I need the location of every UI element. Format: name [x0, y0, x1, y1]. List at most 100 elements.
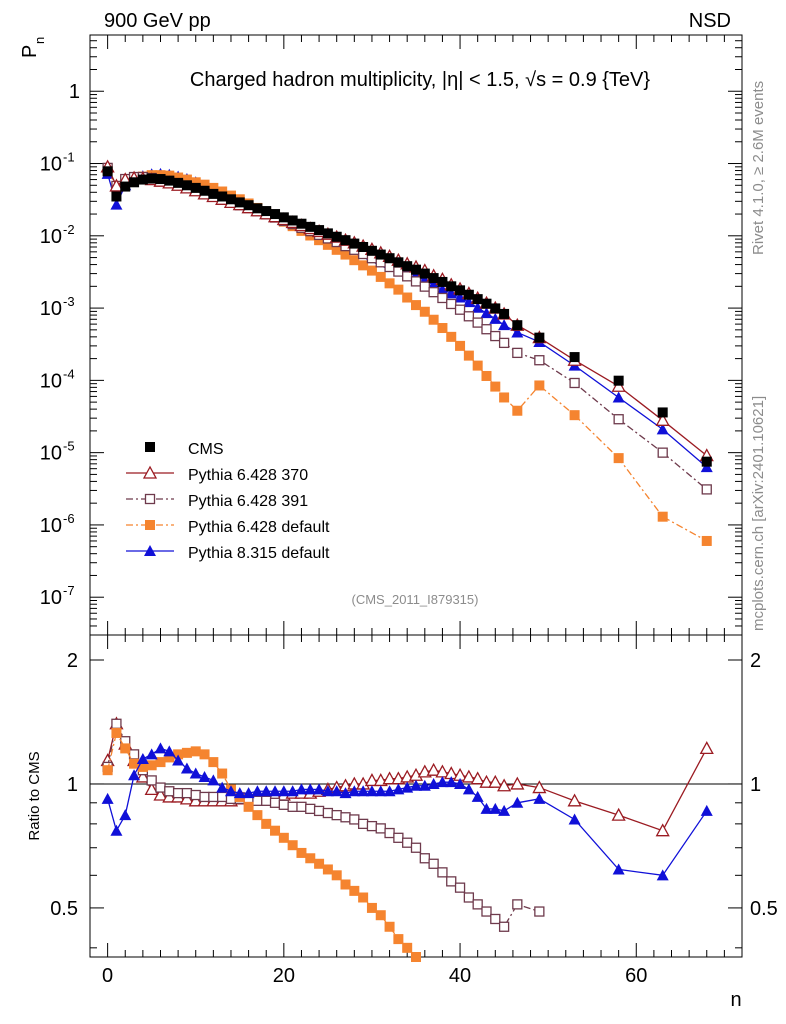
ratio-point [172, 787, 184, 799]
legend-marker [144, 493, 156, 505]
ratio-point [445, 776, 458, 788]
ratio-tick-label-left: 0.5 [50, 898, 78, 920]
legend: CMS Pythia 6.428 370 Pythia 6.428 391 Pythi… [126, 441, 330, 562]
data-point [358, 242, 369, 253]
data-point [428, 314, 439, 325]
data-point [701, 456, 712, 467]
data-point [375, 271, 386, 282]
data-point [411, 300, 421, 311]
ratio-point [190, 746, 201, 757]
ratio-point [511, 796, 524, 808]
ratio-point [366, 902, 377, 913]
ratio-point [155, 782, 166, 793]
ratio-point [110, 824, 123, 836]
ratio-point [418, 779, 431, 791]
ratio-point [101, 792, 114, 804]
ratio-point [471, 790, 484, 802]
ratio-point [190, 789, 201, 801]
ratio-point [426, 762, 441, 776]
data-point [445, 287, 458, 299]
ratio-point [384, 921, 395, 932]
side-text-bottom: mcplots.cern.ch [arXiv:2401.10621] [750, 396, 767, 631]
ratio-pythia-8-315-default [101, 742, 713, 881]
legend-marker [142, 465, 158, 479]
ratio-point [463, 892, 475, 903]
legend-label: Pythia 6.428 391 [188, 493, 308, 510]
data-point [446, 331, 457, 342]
ratio-point [498, 921, 510, 932]
data-point [181, 180, 192, 191]
ratio-point [568, 813, 581, 825]
ratio-axes: 0 20 40 60 0.5 0.5 1 1 2 2 [50, 635, 778, 987]
data-point [657, 407, 668, 418]
ratio-point [383, 785, 396, 797]
ratio-point [295, 783, 308, 795]
ratio-point [655, 823, 670, 837]
ratio-point [207, 774, 220, 786]
data-point [340, 249, 351, 260]
y-tick-label: 10 [40, 154, 62, 176]
ratio-point [402, 837, 413, 848]
ratio-point [199, 749, 210, 760]
data-point [110, 198, 123, 210]
data-point [164, 175, 175, 186]
data-point [402, 292, 413, 303]
ratio-point [261, 795, 272, 806]
ratio-point [340, 879, 351, 890]
data-point [278, 212, 289, 223]
data-point [428, 287, 439, 298]
y-tick-label: 10 [40, 298, 62, 320]
ratio-point [393, 832, 404, 843]
data-point [471, 301, 484, 313]
data-point [490, 303, 501, 314]
data-point [287, 215, 298, 226]
ratio-point [340, 812, 351, 823]
ratio-panel: 0 20 40 60 0.5 0.5 1 1 2 2 [50, 634, 778, 987]
ratio-point [111, 718, 122, 729]
data-point [314, 225, 325, 236]
ratio-point [472, 899, 483, 910]
ratio-point [428, 858, 439, 869]
ratio-point [410, 779, 422, 791]
data-point [657, 447, 668, 458]
data-point [490, 381, 501, 392]
data-point [331, 231, 342, 242]
data-point [296, 218, 307, 229]
data-point [481, 324, 492, 335]
ratio-point [287, 801, 298, 812]
data-point [217, 191, 228, 202]
legend-label: Pythia 6.428 default [188, 519, 330, 536]
data-point [512, 405, 523, 416]
ratio-point [313, 805, 325, 817]
data-point [181, 174, 192, 185]
y-axis-title-main: P [19, 45, 41, 58]
data-point [129, 177, 140, 188]
data-point [446, 281, 457, 292]
ratio-point [401, 781, 414, 793]
ratio-point [365, 785, 378, 797]
data-point [613, 375, 624, 386]
data-point [208, 182, 219, 193]
ratio-point [533, 792, 546, 804]
ratio-point [375, 910, 386, 921]
data-point [611, 378, 626, 392]
ratio-point [128, 769, 141, 781]
data-point [472, 294, 483, 305]
data-point [455, 285, 466, 296]
ratio-point [146, 760, 157, 771]
ratio-point [349, 885, 360, 896]
ratio-point [119, 809, 132, 821]
ratio-point [374, 785, 387, 797]
y-tick-label: 10 [40, 226, 62, 248]
data-point [252, 203, 263, 214]
ratio-point [144, 782, 159, 796]
ratio-point [261, 818, 272, 829]
data-point [402, 271, 413, 282]
ratio-point [296, 847, 307, 858]
legend-marker [145, 442, 155, 452]
ratio-point [339, 787, 352, 799]
ratio-series [100, 716, 714, 962]
ratio-point [208, 757, 219, 768]
y-tick-label: 10 [40, 587, 62, 609]
x-tick-label: 20 [273, 965, 295, 987]
